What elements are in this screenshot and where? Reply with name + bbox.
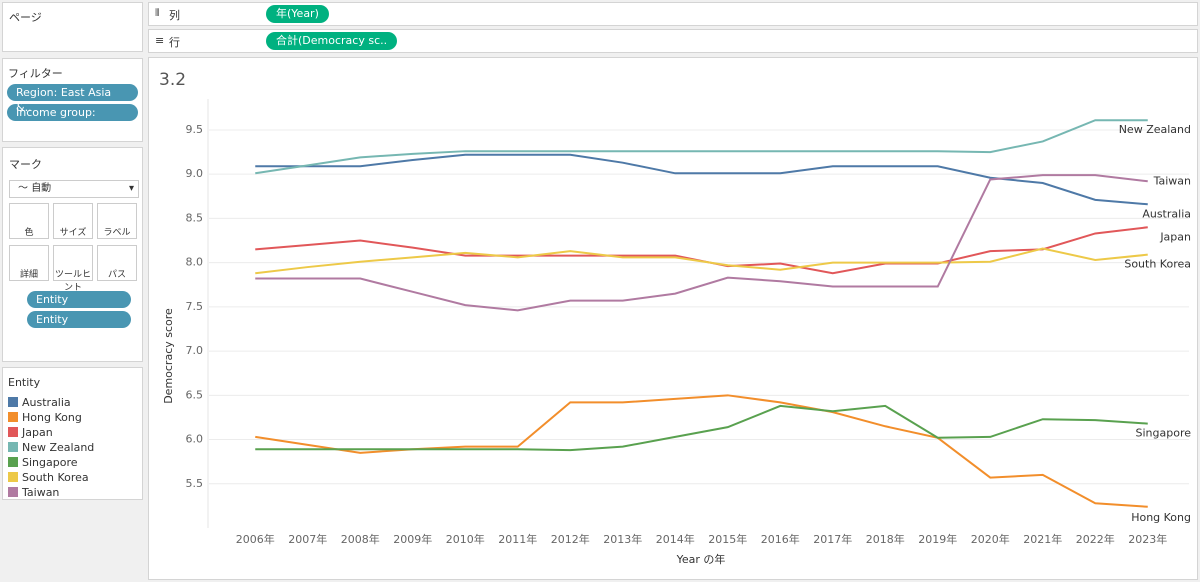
legend-swatch	[8, 457, 18, 467]
x-tick-label: 2012年	[551, 532, 590, 546]
legend-swatch	[8, 397, 18, 407]
chart: 3.2 Year の年 Democracy score 5.5 6.0 6.5 7.0…	[159, 70, 1192, 566]
x-tick-label: 2014年	[656, 532, 695, 546]
icon: ≡	[155, 34, 165, 47]
legend-item[interactable]: Taiwan	[8, 485, 137, 500]
legend-label: Taiwan	[22, 486, 60, 499]
end-label: Singapore	[1136, 427, 1192, 440]
end-label: Japan	[1159, 230, 1191, 243]
x-tick-label: 2019年	[918, 532, 957, 546]
marks-title: マーク	[9, 158, 42, 171]
legend-label: Singapore	[22, 456, 78, 469]
x-tick-label: 2009年	[393, 532, 432, 546]
x-tick-label: 2013年	[603, 532, 642, 546]
series-line	[255, 226, 1148, 275]
legend-swatch	[8, 427, 18, 437]
pages-title: ページ	[9, 11, 42, 24]
y-tick-label: 9.5	[186, 123, 204, 136]
legend-item[interactable]: New Zealand	[8, 440, 137, 455]
rows-shelf: ≡ 行 合計(Democracy sc..	[148, 29, 1198, 53]
series-line	[255, 247, 1148, 275]
x-tick-label: 2010年	[446, 532, 485, 546]
y-tick-label: 9.0	[186, 167, 204, 180]
x-tick-label: 2011年	[498, 532, 537, 546]
legend-swatch	[8, 412, 18, 422]
filter-pill[interactable]: Region: East Asia &..	[7, 84, 138, 114]
series-line	[255, 153, 1148, 206]
y-tick-label: 6.0	[186, 433, 204, 446]
x-tick-label: 2008年	[341, 532, 380, 546]
legend: Australia Hong Kong Japan New Zealand Singap…	[3, 395, 142, 500]
x-tick-label: 2015年	[708, 532, 747, 546]
y-tick-label: 6.5	[186, 388, 204, 401]
filter-pill[interactable]: Income group: High..	[7, 104, 138, 134]
field-pill[interactable]: Entity	[27, 311, 131, 328]
series-line	[255, 119, 1148, 175]
x-tick-label: 2023年	[1128, 532, 1167, 546]
path-button[interactable]: パス	[97, 245, 137, 281]
x-tick-label: 2017年	[813, 532, 852, 546]
label-button[interactable]: ラベル	[97, 203, 137, 239]
y-tick-label: 5.5	[186, 477, 204, 490]
icon: ⦀	[155, 8, 160, 19]
end-label: New Zealand	[1119, 123, 1191, 136]
columns-shelf: ⦀ 列 年(Year)	[148, 2, 1198, 26]
y-tick-label: 7.5	[186, 300, 204, 313]
x-tick-label: 2020年	[971, 532, 1010, 546]
y-axis-title: Democracy score	[162, 308, 175, 404]
filters-title: フィルター	[8, 67, 63, 80]
x-tick-label: 2021年	[1023, 532, 1062, 546]
legend-card: Entity Australia Hong Kong Japan New Zealan…	[2, 367, 143, 500]
y-tick-label: 8.5	[186, 211, 204, 224]
legend-item[interactable]: Hong Kong	[8, 410, 137, 425]
series-line	[255, 404, 1148, 452]
legend-swatch	[8, 487, 18, 497]
mark-type-dropdown[interactable]: 〜 自動 ▾	[9, 180, 139, 198]
legend-item[interactable]: Singapore	[8, 455, 137, 470]
legend-label: Hong Kong	[22, 411, 82, 424]
x-tick-label: 2007年	[288, 532, 327, 546]
chart-title: 3.2	[159, 70, 186, 90]
legend-swatch	[8, 472, 18, 482]
size-button[interactable]: サイズ	[53, 203, 93, 239]
x-tick-label: 2022年	[1076, 532, 1115, 546]
y-tick-label: 8.0	[186, 256, 204, 269]
x-tick-label: 2018年	[866, 532, 905, 546]
x-tick-label: 2006年	[236, 532, 275, 546]
legend-item[interactable]: Japan	[8, 425, 137, 440]
legend-title: Entity	[8, 376, 41, 389]
legend-label: New Zealand	[22, 441, 95, 454]
mark-type: 自動	[31, 183, 52, 194]
legend-swatch	[8, 442, 18, 452]
field-pill[interactable]: Entity	[27, 291, 131, 308]
pages-shelf: ページ	[2, 2, 143, 52]
rows-pill[interactable]: 合計(Democracy sc..	[266, 32, 398, 50]
end-label: Australia	[1142, 207, 1191, 220]
rows-label: 行	[169, 36, 180, 49]
legend-item[interactable]: Australia	[8, 395, 137, 410]
end-label: Taiwan	[1153, 174, 1191, 187]
filters-card: フィルター Region: East Asia &.. Income group…	[2, 58, 143, 142]
y-tick-label: 7.0	[186, 344, 204, 357]
columns-pill[interactable]: 年(Year)	[266, 5, 329, 23]
legend-label: Japan	[22, 426, 53, 439]
x-axis-title: Year の年	[676, 552, 726, 566]
detail-button[interactable]: 詳細	[9, 245, 49, 281]
legend-label: South Korea	[22, 471, 89, 484]
end-label: South Korea	[1124, 258, 1191, 271]
end-label: Hong Kong	[1131, 511, 1191, 524]
color-button[interactable]: 色	[9, 203, 49, 239]
series-line	[255, 394, 1148, 508]
tooltip-button[interactable]: ツールヒント	[53, 245, 93, 293]
series-line	[255, 174, 1148, 312]
view: 3.2 Year の年 Democracy score 5.5 6.0 6.5 7.0…	[148, 57, 1198, 580]
x-tick-label: 2016年	[761, 532, 800, 546]
marks-card: マーク 〜 自動 ▾ 色 サイズ ラベル 詳細 ツールヒント パス Entity …	[2, 147, 143, 362]
legend-item[interactable]: South Korea	[8, 470, 137, 485]
columns-label: 列	[169, 9, 180, 22]
legend-label: Australia	[22, 396, 71, 409]
